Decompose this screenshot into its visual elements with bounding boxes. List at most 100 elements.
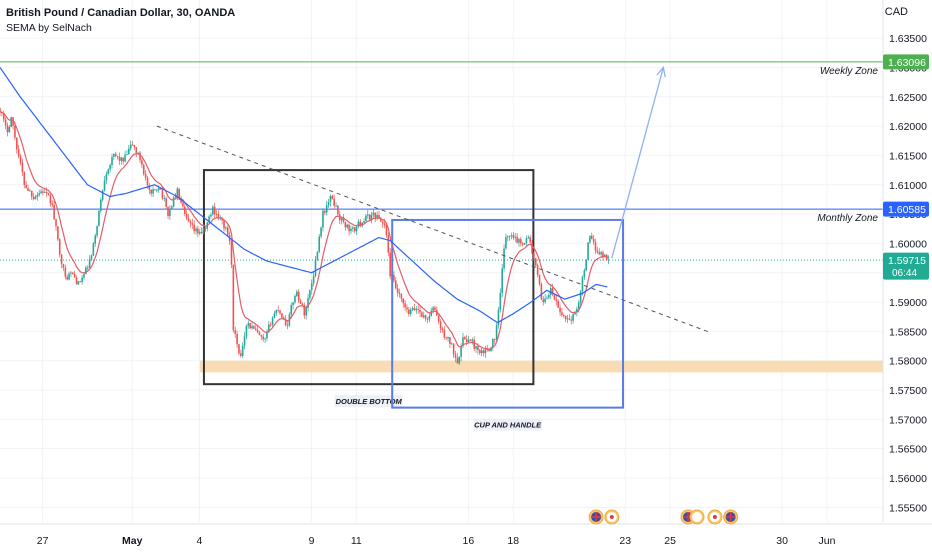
flag-leaf <box>712 515 717 519</box>
candle-body <box>546 297 548 299</box>
candle-body <box>269 324 272 326</box>
y-tick-label: 1.62500 <box>889 92 927 104</box>
candle-body <box>260 335 263 337</box>
candle-body <box>243 336 246 346</box>
candle-body <box>542 299 545 303</box>
candle-body <box>456 357 459 364</box>
candle-body <box>492 339 494 348</box>
x-tick-label: 16 <box>463 535 475 547</box>
candle-body <box>413 308 416 311</box>
candle-body <box>17 149 20 157</box>
candle-body <box>202 228 205 234</box>
candle-body <box>426 318 429 320</box>
monthly-badge-label: 1.60585 <box>888 204 926 216</box>
cup-and-handle-label: CUP AND HANDLE <box>474 421 542 430</box>
candle-body <box>396 288 399 293</box>
candle-body <box>604 254 606 257</box>
double-bottom-label-bg <box>334 395 403 408</box>
candle-body <box>266 332 268 339</box>
candle-body <box>473 339 475 349</box>
candle-body <box>566 318 569 320</box>
candle-body <box>555 299 558 301</box>
candle-body <box>133 144 136 148</box>
candle-body <box>419 309 421 313</box>
candle-body <box>600 252 602 255</box>
candle-body <box>590 235 593 240</box>
candle-body <box>212 206 214 215</box>
candle-body <box>602 252 604 257</box>
x-tick-label: 11 <box>351 535 362 547</box>
candle-body <box>368 214 371 220</box>
event-markers <box>588 509 739 525</box>
candle-body <box>449 337 451 344</box>
candle-body <box>576 309 578 313</box>
candle-body <box>2 112 5 120</box>
candle-body <box>480 350 483 354</box>
candle-body <box>204 228 207 229</box>
candle-body <box>508 235 511 237</box>
candle-body <box>141 160 143 165</box>
candle-body <box>329 196 332 203</box>
candle-body <box>548 294 550 298</box>
candle-body <box>75 277 78 285</box>
candle-body <box>68 273 70 280</box>
y-tick-label: 1.57500 <box>889 385 927 397</box>
weekly-badge <box>883 54 929 70</box>
y-tick-label: 1.55500 <box>889 502 927 514</box>
candle-body <box>94 235 97 244</box>
candle-body <box>510 235 513 236</box>
candle-body <box>465 339 468 343</box>
candle-body <box>137 152 139 154</box>
candle-body <box>277 309 279 311</box>
candle-body <box>159 188 162 190</box>
candle-body <box>378 214 380 219</box>
price-axis: 1.635001.630001.625001.620001.615001.610… <box>882 0 927 522</box>
candle-body <box>198 231 201 234</box>
candle-body <box>157 188 160 191</box>
candle-body <box>391 275 393 277</box>
candle-body <box>376 214 378 219</box>
candle-body <box>503 248 505 269</box>
candle-body <box>536 265 539 275</box>
x-tick-label: 9 <box>309 535 315 547</box>
candle-body <box>598 252 601 255</box>
y-tick-label: 1.57000 <box>889 414 927 426</box>
candle-body <box>531 242 533 254</box>
candle-body <box>23 172 26 185</box>
candle-body <box>107 169 110 175</box>
candle-body <box>174 196 177 198</box>
candle-body <box>144 173 147 178</box>
candle-body <box>506 236 509 238</box>
candle-body <box>156 190 158 192</box>
candle-body <box>458 356 461 364</box>
candle-body <box>161 189 164 199</box>
candle-body <box>380 218 382 222</box>
candle-body <box>49 195 52 204</box>
candle-body <box>305 308 307 316</box>
candle-body <box>88 259 91 268</box>
candle-body <box>62 263 65 268</box>
candle-body <box>40 191 42 194</box>
candle-body <box>359 221 362 226</box>
candle-body <box>430 310 433 317</box>
symbol-title[interactable]: British Pound / Canadian Dollar, 30, OAN… <box>6 7 236 19</box>
candle-body <box>32 196 35 200</box>
indicator-label[interactable]: SEMA by SelNach <box>6 22 92 34</box>
candle-body <box>363 220 365 223</box>
candle-body <box>281 313 283 318</box>
candle-body <box>389 252 391 277</box>
candle-body <box>275 309 278 314</box>
candle-body <box>8 126 11 133</box>
currency-label: CAD <box>884 6 908 18</box>
candle-body <box>72 272 74 274</box>
candle-body <box>100 199 102 211</box>
candle-body <box>581 276 584 292</box>
candle-body <box>213 206 216 215</box>
candle-body <box>86 267 89 269</box>
candle-body <box>120 157 123 161</box>
candle-body <box>253 326 255 329</box>
support-zone <box>200 360 883 373</box>
candle-body <box>572 314 574 321</box>
